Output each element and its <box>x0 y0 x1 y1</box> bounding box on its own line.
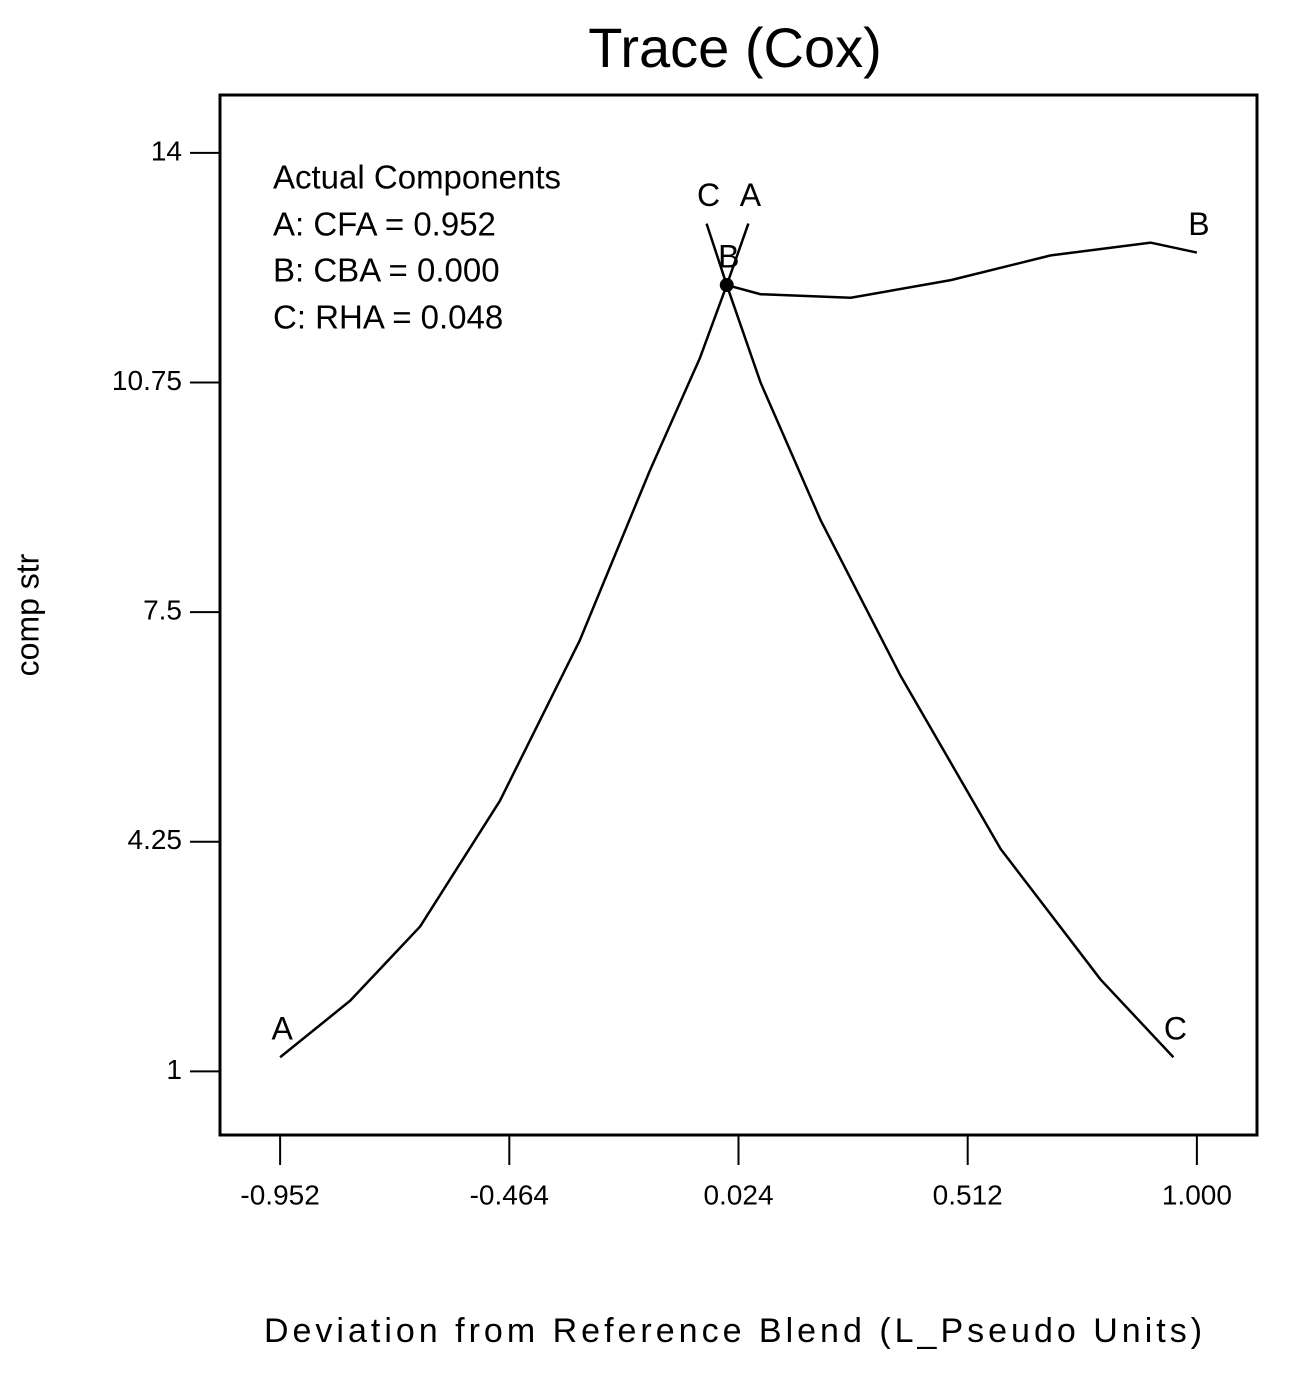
annotation: C: RHA = 0.048 <box>273 299 503 336</box>
y-tick-label: 14 <box>151 135 182 166</box>
annotation: B: CBA = 0.000 <box>273 252 500 289</box>
trace-label: C <box>1164 1011 1187 1047</box>
trace-label: B <box>1188 206 1209 242</box>
trace-line <box>705 223 1175 1059</box>
trace-line <box>279 223 750 1059</box>
trace-line <box>726 241 1198 300</box>
annotation: Actual Components <box>273 159 561 196</box>
y-tick-label: 10.75 <box>112 365 182 396</box>
annotation: A: CFA = 0.952 <box>273 206 496 243</box>
y-tick-label: 4.25 <box>128 824 183 855</box>
x-tick-label: 1.000 <box>1162 1179 1232 1210</box>
trace-label: C <box>697 177 720 213</box>
y-axis-label: comp str <box>9 553 45 676</box>
x-axis-label: Deviation from Reference Blend (L_Pseudo… <box>264 1312 1206 1350</box>
trace-label: A <box>271 1011 293 1047</box>
x-tick-label: -0.952 <box>240 1179 319 1210</box>
x-tick-label: -0.464 <box>470 1179 549 1210</box>
chart-title: Trace (Cox) <box>588 16 882 79</box>
y-tick-label: 7.5 <box>143 595 182 626</box>
trace-label: B <box>718 239 739 275</box>
reference-point <box>719 278 734 293</box>
x-tick-label: 0.512 <box>933 1179 1003 1210</box>
trace-label: A <box>740 177 762 213</box>
y-tick-label: 1 <box>166 1054 182 1085</box>
x-tick-label: 0.024 <box>703 1179 773 1210</box>
